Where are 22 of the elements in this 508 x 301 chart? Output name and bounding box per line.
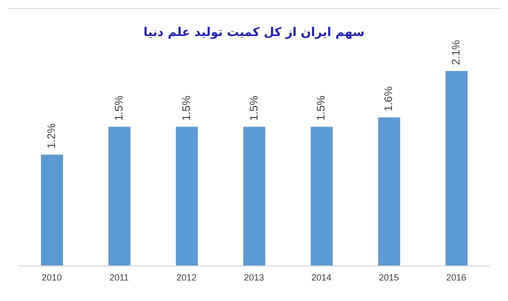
bar <box>176 126 198 266</box>
data-label: 1.5% <box>113 95 126 121</box>
data-label: 1.5% <box>316 95 328 121</box>
x-tick-label: 2012 <box>176 272 197 282</box>
x-tick-label: 2015 <box>378 272 399 282</box>
x-tick-label: 2014 <box>311 272 332 282</box>
bar <box>108 126 130 266</box>
x-tick-label: 2016 <box>446 272 466 282</box>
data-label: 1.5% <box>180 95 193 121</box>
data-label: 1.2% <box>46 123 58 149</box>
bar <box>446 71 468 266</box>
bar <box>310 126 333 266</box>
data-label: 2.1% <box>450 40 463 65</box>
data-label: 1.5% <box>248 95 260 121</box>
bar <box>378 117 400 266</box>
x-tick-label: 2013 <box>244 272 264 282</box>
bar <box>243 126 266 266</box>
chart-title: سهم ایران از کل کمیت تولید علم دنیا <box>142 25 366 39</box>
data-label: 1.6% <box>383 86 396 112</box>
bar <box>41 154 63 266</box>
x-tick-label: 2011 <box>109 272 129 282</box>
x-tick-label: 2010 <box>42 272 62 282</box>
